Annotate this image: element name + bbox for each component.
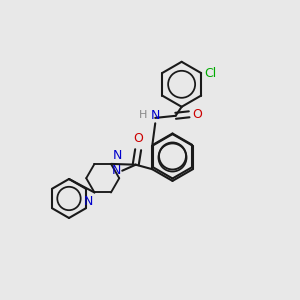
Text: N: N (84, 195, 93, 208)
Text: N: N (111, 164, 121, 177)
Text: Cl: Cl (205, 67, 217, 80)
Text: O: O (133, 133, 143, 146)
Text: O: O (193, 108, 202, 121)
Text: H: H (140, 110, 148, 120)
Text: N: N (151, 109, 160, 122)
Text: N: N (112, 149, 122, 162)
